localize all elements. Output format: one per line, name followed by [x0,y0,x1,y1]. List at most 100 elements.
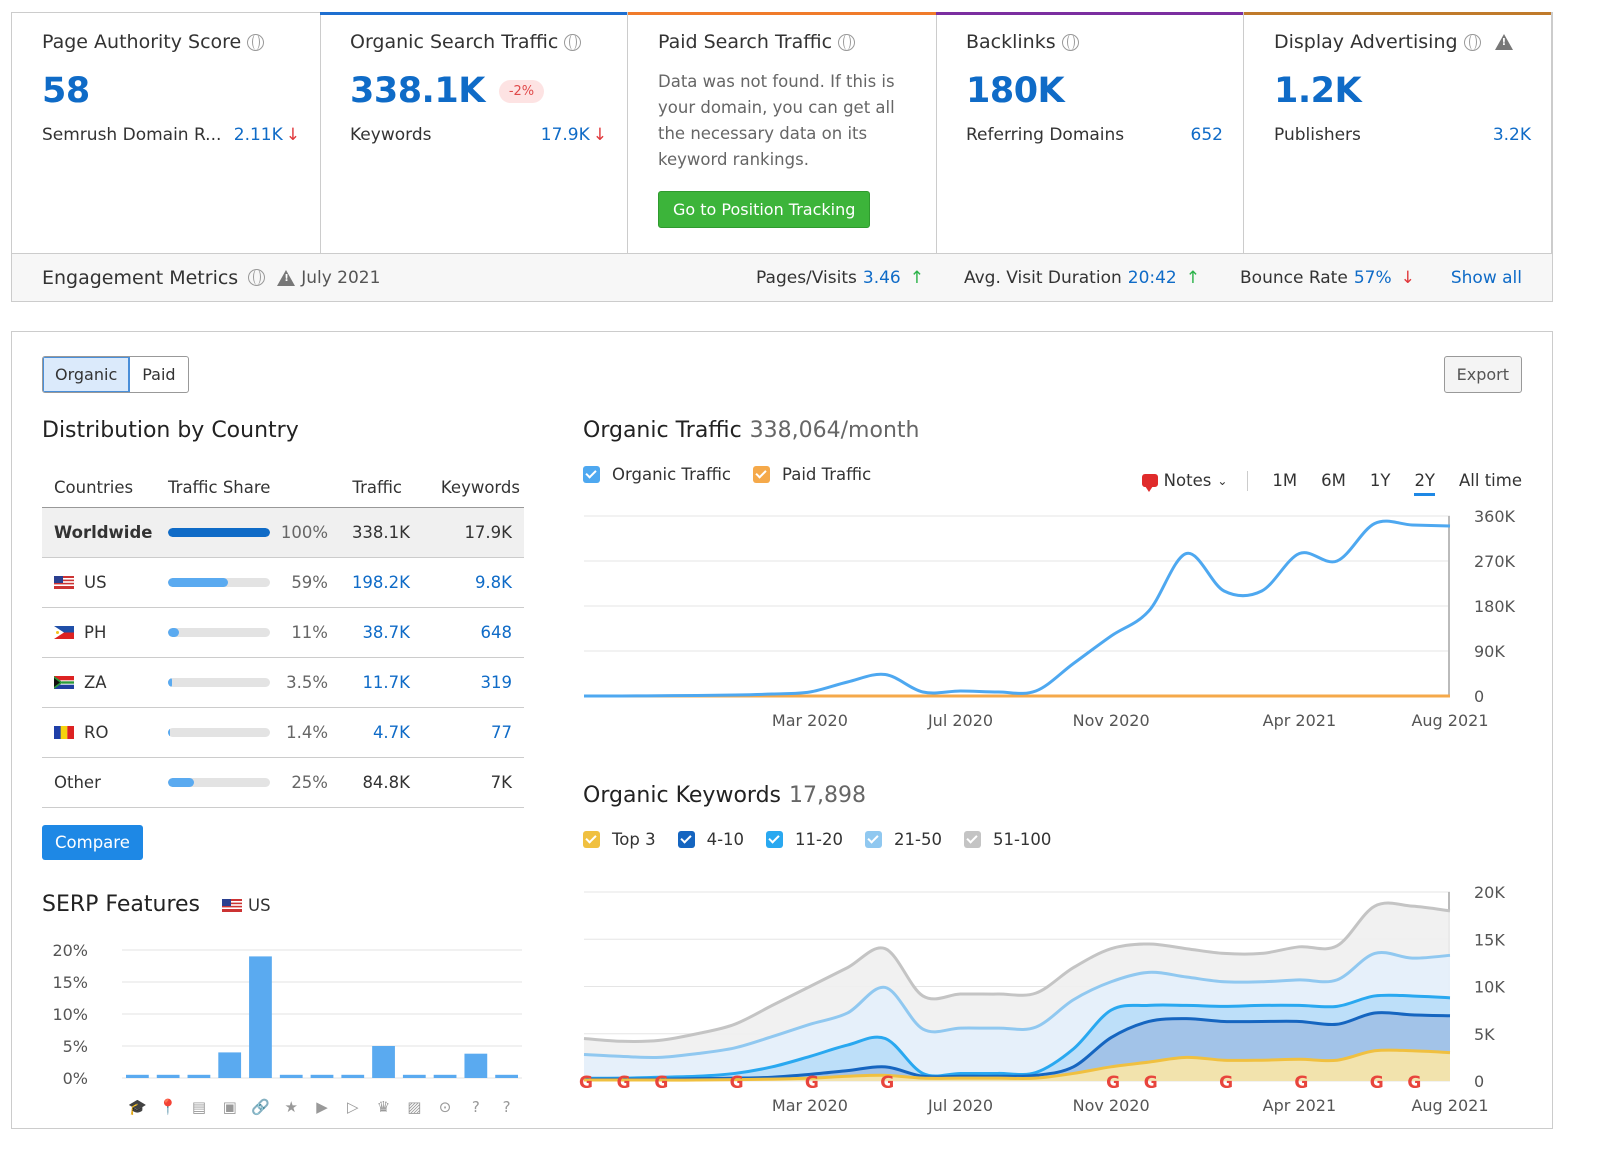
metric-row-value[interactable]: 3.2K [1492,125,1531,145]
serp-bar [372,1046,395,1078]
notes-dropdown[interactable]: Notes ⌄ [1141,471,1228,492]
share-fill [168,778,194,787]
y-tick-label: 5% [63,1037,88,1056]
keywords-value[interactable]: 319 [480,673,513,692]
traffic-share-bar [168,678,270,687]
organic-traffic-subtitle: 338,064/month [749,418,920,443]
y-tick-label: 5K [1474,1025,1495,1044]
table-row[interactable]: Other 25% 84.8K 7K [42,758,524,808]
table-row[interactable]: Worldwide 100% 338.1K 17.9K [42,508,524,558]
checkbox-icon [753,466,770,483]
country-name[interactable]: PH [84,623,107,642]
export-button[interactable]: Export [1443,356,1522,393]
google-update-icon: G [1144,1073,1158,1093]
series-line-top3 [584,1048,1451,1082]
legend-organic-traffic[interactable]: Organic Traffic [583,465,731,484]
serp-bar [310,1074,334,1078]
serp-bar [156,1074,180,1078]
go-to-position-tracking-button[interactable]: Go to Position Tracking [658,191,871,228]
link-icon: 🔗 [251,1097,270,1116]
checkbox-icon [963,831,981,848]
globe-icon[interactable] [1061,33,1079,51]
globe-icon[interactable] [248,269,266,286]
country-name: Worldwide [54,523,153,542]
country-table: Countries Traffic Share Traffic Keywords… [42,468,524,808]
table-row[interactable]: ZA 3.5% 11.7K 319 [42,658,524,708]
traffic-value[interactable]: 11.7K [362,673,410,692]
checkbox-icon [583,466,600,483]
paid-toggle-button[interactable]: Paid [142,365,176,384]
metric-title: Backlinks [966,31,1056,53]
col-keywords[interactable]: Keywords [440,478,520,497]
period-6m[interactable]: 6M [1321,471,1346,490]
col-traffic[interactable]: Traffic [352,478,402,497]
x-tick-label: Jul 2020 [927,711,993,730]
traffic-share: 3.5% [286,673,328,692]
legend-11-20[interactable]: 11-20 [766,830,843,849]
legend-top3[interactable]: Top 3 [583,830,656,849]
metric-row-value[interactable]: 17.9K [540,125,590,145]
traffic-value[interactable]: 198.2K [351,573,410,592]
metric-row-value[interactable]: 2.11K [233,125,283,145]
chevron-down-icon: ⌄ [1217,473,1228,488]
organic-toggle-button[interactable]: Organic [43,357,131,392]
serp-bar [433,1074,457,1078]
share-fill [168,578,229,587]
question-circle-icon: ? [503,1098,511,1116]
period-1y[interactable]: 1Y [1369,471,1391,490]
legend-paid-traffic[interactable]: Paid Traffic [753,465,871,484]
table-row[interactable]: PH 11% 38.7K 648 [42,608,524,658]
share-fill [168,678,172,687]
series-line-21-50 [583,951,1451,1059]
metric-value[interactable]: 1.2K [1274,71,1362,111]
warning-icon[interactable] [1494,34,1513,50]
compare-button[interactable]: Compare [42,825,143,860]
globe-icon[interactable] [838,33,856,51]
col-traffic-share[interactable]: Traffic Share [168,478,271,497]
x-tick-label: Jul 2020 [927,1096,993,1115]
warning-icon[interactable] [277,269,296,286]
news-icon: ▤ [192,1098,206,1116]
serp-bar [218,1052,242,1078]
google-update-icon: G [617,1073,631,1093]
keywords-value[interactable]: 9.8K [474,573,512,592]
period-1m[interactable]: 1M [1272,471,1298,490]
metric-value[interactable]: 58 [42,71,90,111]
legend-51-100[interactable]: 51-100 [963,830,1051,849]
globe-icon[interactable] [1463,33,1481,51]
table-row[interactable]: RO 1.4% 4.7K 77 [42,708,524,758]
country-name[interactable]: ZA [84,673,107,692]
serp-bar [402,1074,426,1078]
country-name[interactable]: US [84,573,107,592]
period-2y[interactable]: 2Y [1414,471,1436,496]
globe-icon[interactable] [247,33,265,51]
legend-21-50[interactable]: 21-50 [865,830,942,849]
series-line-51-100 [583,901,1451,1043]
serp-bar [249,956,272,1078]
period-selector: Notes ⌄ 1M 6M 1Y 2Y All time [1141,465,1522,496]
traffic-value[interactable]: 38.7K [362,623,410,642]
globe-icon[interactable] [564,33,582,51]
traffic-share: 59% [291,573,328,592]
table-row[interactable]: US 59% 198.2K 9.8K [42,558,524,608]
keywords-value[interactable]: 77 [491,723,512,742]
period-all-time[interactable]: All time [1459,471,1522,490]
series-line-11-20 [583,993,1451,1080]
metric-backlinks: Backlinks 180K Referring Domains 652 [936,12,1244,253]
question-box-icon: ? [472,1098,480,1116]
organic-traffic-chart: 0 90K 180K 270K 360K Mar 2020 Jul 2020 Nov 2020… [583,507,1516,730]
legend-4-10[interactable]: 4-10 [677,830,744,849]
metric-value[interactable]: 180K [966,71,1065,111]
col-countries[interactable]: Countries [54,478,134,497]
checkbox-icon [583,831,600,848]
show-all-link[interactable]: Show all [1450,268,1522,288]
table-header: Countries Traffic Share Traffic Keywords [42,468,524,508]
metric-row-value[interactable]: 652 [1190,125,1223,145]
metric-authority-score: Page Authority Score 58 Semrush Domain R… [12,13,321,253]
traffic-share: 25% [291,773,328,792]
metric-value[interactable]: 338.1K [350,71,485,111]
traffic-value[interactable]: 4.7K [372,723,410,742]
metric-row-label: Referring Domains [966,125,1125,145]
country-name[interactable]: RO [84,723,109,742]
keywords-value[interactable]: 648 [480,623,513,642]
